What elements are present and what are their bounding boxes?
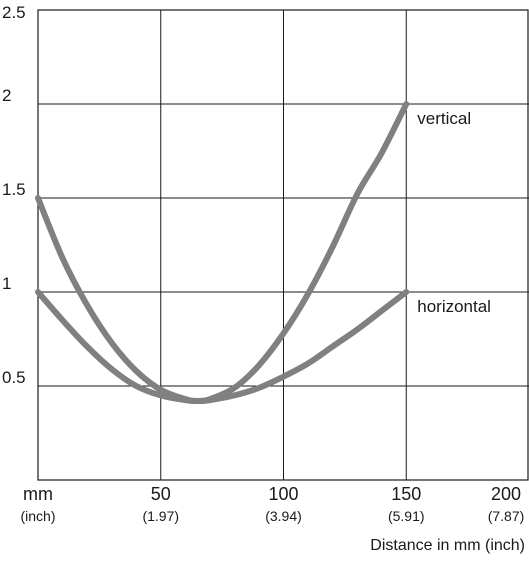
grid [37, 9, 529, 481]
x-tick-label: 150 [391, 484, 421, 504]
series-label-horizontal: horizontal [417, 297, 491, 316]
x-tick-label: 200 [491, 484, 521, 504]
y-tick-label: 2 [2, 86, 11, 105]
x-tick-label: 50 [151, 484, 171, 504]
x-unit-label: mm [23, 484, 53, 504]
x-tick-sublabel: (7.87) [488, 508, 525, 524]
y-tick-label: 1 [2, 274, 11, 293]
x-tick-sublabel: (1.97) [142, 508, 179, 524]
x-tick-sublabel: (3.94) [265, 508, 302, 524]
x-axis-title: Distance in mm (inch) [370, 537, 525, 554]
y-tick-label: 1.5 [2, 180, 26, 199]
series-line-horizontal [35, 289, 410, 405]
x-tick-label: 100 [268, 484, 298, 504]
series-label-vertical: vertical [417, 109, 471, 128]
labels: mm (inch) Distance in mm (inch) 50 (1.97)… [2, 3, 525, 554]
y-tick-label: 2.5 [2, 3, 26, 22]
series-lines [35, 101, 410, 405]
x-unit-sublabel: (inch) [20, 508, 55, 524]
x-tick-sublabel: (5.91) [388, 508, 425, 524]
y-tick-label: 0.5 [2, 368, 26, 387]
